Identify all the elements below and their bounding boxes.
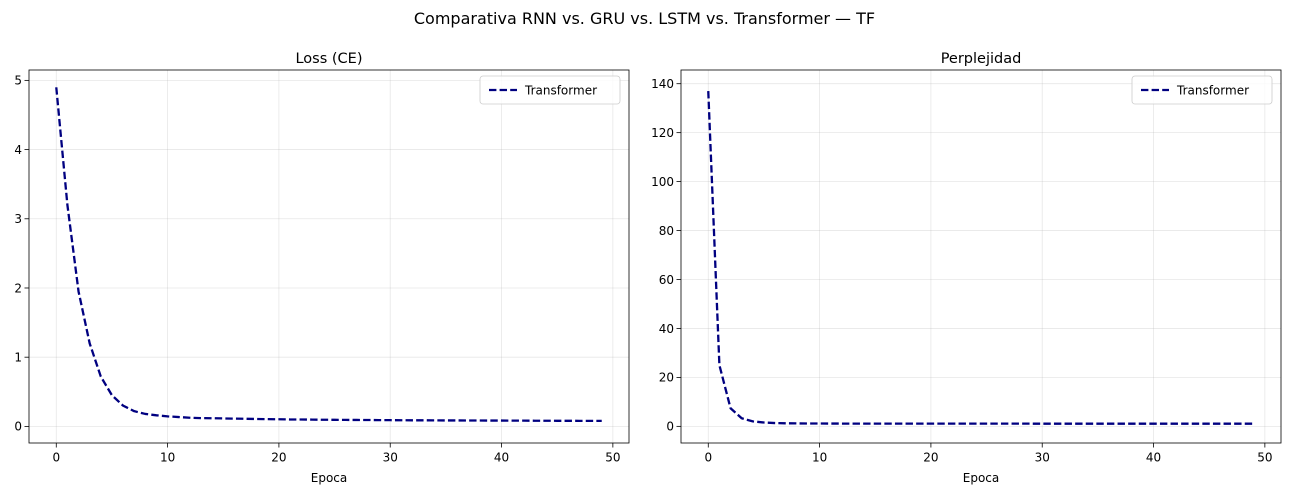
loss-panel: 0 10 20 30 40 50 0 1 2 3 4 5 Loss (CE) Epoca Transform… — [14, 51, 630, 485]
x-tick-label: 30 — [1035, 451, 1050, 465]
x-tick-label: 50 — [605, 451, 620, 465]
plot-frame — [28, 69, 630, 444]
y-tick-label: 4 — [14, 143, 22, 157]
y-tick-label: 2 — [14, 281, 22, 295]
grid — [29, 70, 629, 443]
y-tick-label: 140 — [651, 77, 674, 91]
y-tick-label: 40 — [659, 322, 674, 336]
x-tick-label: 40 — [494, 451, 509, 465]
x-tick-label: 50 — [1257, 451, 1272, 465]
y-tick-label: 1 — [14, 350, 22, 364]
chart-title: Perplejidad — [941, 51, 1022, 67]
x-axis-label: Epoca — [311, 471, 348, 485]
y-tick-label: 3 — [14, 212, 22, 226]
y-tick-label: 80 — [659, 224, 674, 238]
legend-box — [1131, 75, 1273, 105]
x-tick-label: 10 — [160, 451, 175, 465]
x-tick-label: 0 — [52, 451, 60, 465]
x-tick-label: 40 — [1146, 451, 1161, 465]
chart-title: Loss (CE) — [295, 51, 362, 67]
plot-frame — [680, 69, 1282, 444]
y-tick-label: 100 — [651, 175, 674, 189]
y-tick-label: 20 — [659, 371, 674, 385]
legend: Transformer — [1131, 75, 1273, 105]
x-tick-label: 20 — [923, 451, 938, 465]
series-line-transformer — [55, 87, 602, 423]
y-tick-label: 0 — [14, 420, 22, 434]
y-tick-label: 60 — [659, 273, 674, 287]
legend-label: Transformer — [1176, 83, 1249, 97]
x-tick-label: 0 — [704, 451, 712, 465]
x-tick-label: 30 — [383, 451, 398, 465]
x-tick-label: 20 — [271, 451, 286, 465]
grid — [681, 70, 1281, 443]
figure-suptitle: Comparativa RNN vs. GRU vs. LSTM vs. Tra… — [414, 9, 875, 28]
x-tick-label: 10 — [812, 451, 827, 465]
series-line-transformer — [707, 91, 1254, 425]
perplexity-panel: 0 10 20 30 40 50 0 20 40 60 80 100 120 140 Perplejidad… — [651, 51, 1282, 485]
x-axis-label: Epoca — [963, 471, 1000, 485]
y-tick-label: 0 — [666, 420, 674, 434]
legend-label: Transformer — [524, 83, 597, 97]
legend: Transformer — [479, 75, 621, 105]
y-tick-label: 5 — [14, 74, 22, 88]
legend-box — [479, 75, 621, 105]
y-tick-label: 120 — [651, 126, 674, 140]
